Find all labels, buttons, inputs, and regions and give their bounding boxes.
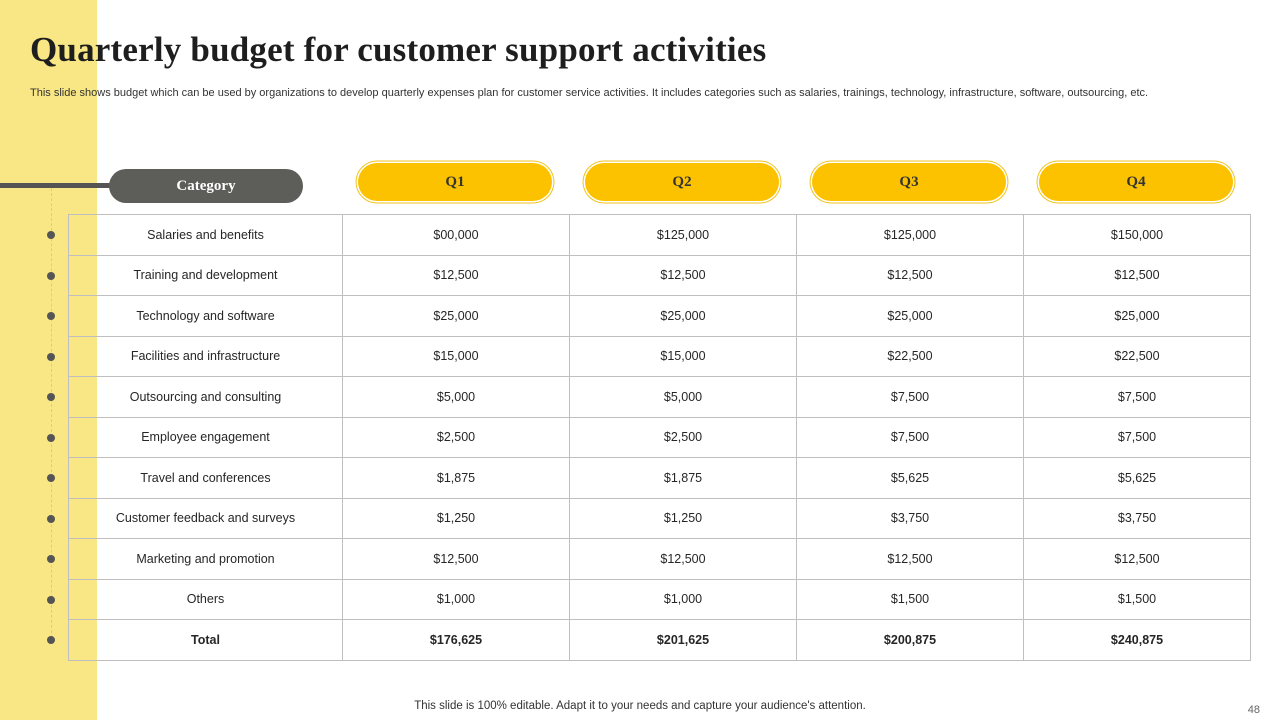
- row-bullet: [47, 555, 55, 563]
- q3-value-cell: $12,500: [796, 538, 1024, 580]
- category-cell: Technology and software: [68, 295, 343, 337]
- q1-value-cell: $5,000: [342, 376, 570, 418]
- q4-value-cell: $7,500: [1023, 416, 1251, 458]
- q4-value-cell: $25,000: [1023, 295, 1251, 337]
- q2-value-cell: $201,625: [569, 619, 797, 661]
- row-bullet: [47, 433, 55, 442]
- q3-value-cell: $7,500: [796, 416, 1024, 458]
- category-connector-line: [0, 183, 112, 188]
- q1-value-cell: $12,500: [342, 538, 570, 580]
- q2-value-cell: $12,500: [569, 538, 797, 580]
- q3-value-cell: $125,000: [796, 214, 1024, 256]
- category-header-pill: Category: [109, 169, 303, 203]
- q1-value-cell: $00,000: [342, 214, 570, 256]
- q2-value-cell: $1,250: [569, 497, 797, 539]
- footer-note: This slide is 100% editable. Adapt it to…: [414, 700, 866, 712]
- table-row: Outsourcing and consulting $5,000 $5,000 $7…: [68, 376, 1251, 418]
- budget-table: Salaries and benefits $00,000 $125,000 $125…: [68, 214, 1251, 661]
- category-cell: Facilities and infrastructure: [68, 335, 343, 377]
- q1-value-cell: $1,250: [342, 497, 570, 539]
- timeline-dashed-line: [51, 188, 52, 643]
- q1-value-cell: $176,625: [342, 619, 570, 661]
- table-row: Training and development $12,500 $12,500 $1…: [68, 254, 1251, 296]
- category-cell: Customer feedback and surveys: [68, 497, 343, 539]
- category-cell: Employee engagement: [68, 416, 343, 458]
- row-bullet: [47, 231, 55, 239]
- q4-value-cell: $5,625: [1023, 457, 1251, 499]
- q3-value-cell: $3,750: [796, 497, 1024, 539]
- q4-value-cell: $3,750: [1023, 497, 1251, 539]
- q2-value-cell: $5,000: [569, 376, 797, 418]
- q3-value-cell: $25,000: [796, 295, 1024, 337]
- q3-value-cell: $200,875: [796, 619, 1024, 661]
- q4-value-cell: $22,500: [1023, 335, 1251, 377]
- q3-header-pill: Q3: [812, 163, 1006, 201]
- q2-value-cell: $125,000: [569, 214, 797, 256]
- table-row: Facilities and infrastructure $15,000 $15,…: [68, 335, 1251, 377]
- row-bullet: [47, 474, 55, 482]
- q4-value-cell: $12,500: [1023, 538, 1251, 580]
- category-cell: Total: [68, 619, 343, 661]
- q4-value-cell: $240,875: [1023, 619, 1251, 661]
- table-row: Salaries and benefits $00,000 $125,000 $125…: [68, 214, 1251, 256]
- slide-title: Quarterly budget for customer support ac…: [30, 30, 767, 69]
- row-bullet: [47, 595, 55, 604]
- q1-header-pill: Q1: [358, 163, 552, 201]
- category-cell: Training and development: [68, 254, 343, 296]
- category-cell: Marketing and promotion: [68, 538, 343, 580]
- q1-value-cell: $15,000: [342, 335, 570, 377]
- q4-value-cell: $12,500: [1023, 254, 1251, 296]
- category-cell: Others: [68, 578, 343, 620]
- row-bullet: [47, 271, 55, 280]
- q2-value-cell: $15,000: [569, 335, 797, 377]
- table-row: Travel and conferences $1,875 $1,875 $5,625…: [68, 457, 1251, 499]
- q1-value-cell: $2,500: [342, 416, 570, 458]
- q4-header-pill: Q4: [1039, 163, 1233, 201]
- q3-value-cell: $5,625: [796, 457, 1024, 499]
- row-bullet: [47, 393, 55, 401]
- table-row: Technology and software $25,000 $25,000 $25…: [68, 295, 1251, 337]
- q3-value-cell: $22,500: [796, 335, 1024, 377]
- q2-value-cell: $1,875: [569, 457, 797, 499]
- row-bullet: [47, 312, 55, 320]
- category-cell: Salaries and benefits: [68, 214, 343, 256]
- q1-value-cell: $1,875: [342, 457, 570, 499]
- q1-value-cell: $12,500: [342, 254, 570, 296]
- table-row: Employee engagement $2,500 $2,500 $7,500 $7,…: [68, 416, 1251, 458]
- table-row: Others $1,000 $1,000 $1,500 $1,500: [68, 578, 1251, 620]
- q3-value-cell: $7,500: [796, 376, 1024, 418]
- row-bullet: [47, 352, 55, 361]
- q2-value-cell: $1,000: [569, 578, 797, 620]
- q4-value-cell: $7,500: [1023, 376, 1251, 418]
- category-cell: Travel and conferences: [68, 457, 343, 499]
- q4-value-cell: $150,000: [1023, 214, 1251, 256]
- q4-value-cell: $1,500: [1023, 578, 1251, 620]
- slide-subtitle: This slide shows budget which can be use…: [30, 87, 1149, 99]
- q2-value-cell: $25,000: [569, 295, 797, 337]
- q1-value-cell: $1,000: [342, 578, 570, 620]
- q3-value-cell: $12,500: [796, 254, 1024, 296]
- category-cell: Outsourcing and consulting: [68, 376, 343, 418]
- q2-value-cell: $12,500: [569, 254, 797, 296]
- page-number: 48: [1247, 704, 1260, 716]
- table-row: Marketing and promotion $12,500 $12,500 $12…: [68, 538, 1251, 580]
- row-bullet: [47, 636, 55, 644]
- q3-value-cell: $1,500: [796, 578, 1024, 620]
- q1-value-cell: $25,000: [342, 295, 570, 337]
- q2-value-cell: $2,500: [569, 416, 797, 458]
- total-row: Total $176,625 $201,625 $200,875 $240,875: [68, 619, 1251, 661]
- q2-header-pill: Q2: [585, 163, 779, 201]
- table-row: Customer feedback and surveys $1,250 $1,25…: [68, 497, 1251, 539]
- row-bullet: [47, 514, 55, 523]
